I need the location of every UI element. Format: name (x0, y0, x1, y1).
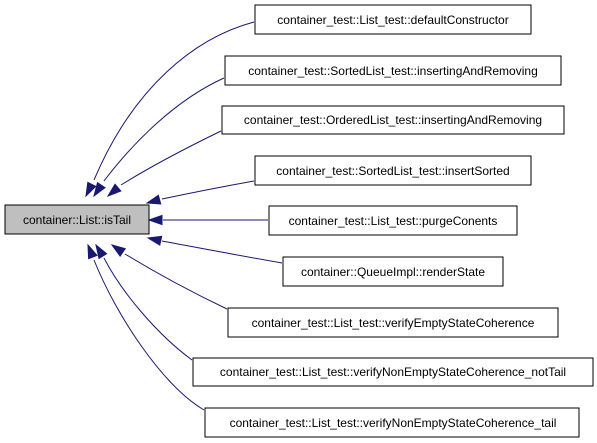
focus-node[interactable]: container::List::isTail (4, 204, 150, 235)
caller-node-label: container_test::List_test::verifyNonEmpt… (230, 416, 557, 430)
caller-node-label: container::QueueImpl::renderState (301, 265, 485, 279)
caller-node-insert-sorted[interactable]: container_test::SortedList_test::insertS… (254, 155, 532, 186)
caller-node-render-state[interactable]: container::QueueImpl::renderState (282, 256, 504, 287)
caller-node-label: container_test::List_test::verifyEmptySt… (252, 316, 535, 330)
edge-ordered-inserting-and-removing (120, 130, 222, 186)
caller-node-label: container_test::SortedList_test::insertS… (276, 164, 509, 178)
edge-verify-non-empty-tail (93, 259, 205, 411)
caller-node-label: container_test::SortedList_test::inserti… (248, 64, 538, 78)
edge-render-state (161, 240, 283, 264)
caller-node-label: container_test::List_test::verifyNonEmpt… (220, 365, 566, 379)
edge-insert-sorted-arrowhead (145, 194, 162, 205)
caller-node-ordered-inserting-and-removing[interactable]: container_test::OrderedList_test::insert… (221, 105, 565, 135)
caller-node-verify-empty-state-coherence[interactable]: container_test::List_test::verifyEmptySt… (227, 307, 559, 338)
caller-node-verify-non-empty-not-tail[interactable]: container_test::List_test::verifyNonEmpt… (192, 357, 594, 387)
edge-verify-non-empty-not-tail-arrowhead (95, 243, 108, 260)
edge-default-constructor-arrowhead (85, 181, 97, 198)
edge-verify-empty-state-coherence-arrowhead (110, 244, 127, 257)
edge-verify-empty-state-coherence (124, 253, 228, 310)
edge-verify-non-empty-not-tail (103, 257, 193, 361)
edge-default-constructor (93, 21, 255, 181)
caller-node-label: container_test::OrderedList_test::insert… (244, 113, 542, 127)
edge-verify-non-empty-tail-arrowhead (87, 243, 98, 260)
caller-node-default-constructor[interactable]: container_test::List_test::defaultConstr… (254, 4, 532, 35)
caller-node-verify-non-empty-tail[interactable]: container_test::List_test::verifyNonEmpt… (204, 407, 580, 438)
edge-sorted-inserting-and-removing-arrowhead (93, 181, 106, 198)
caller-node-label: container_test::List_test::purgeConents (289, 214, 498, 228)
caller-node-label: container_test::List_test::defaultConstr… (277, 13, 508, 27)
edge-ordered-inserting-and-removing-arrowhead (106, 183, 122, 197)
focus-node-label: container::List::isTail (23, 213, 131, 227)
edge-insert-sorted (161, 180, 255, 200)
edges (85, 21, 283, 411)
edge-render-state-arrowhead (146, 235, 163, 246)
caller-node-purge-conents[interactable]: container_test::List_test::purgeConents (268, 205, 518, 236)
edge-purge-conents-arrowhead (147, 214, 163, 226)
caller-node-sorted-inserting-and-removing[interactable]: container_test::SortedList_test::inserti… (224, 55, 562, 86)
edge-sorted-inserting-and-removing (103, 77, 225, 182)
